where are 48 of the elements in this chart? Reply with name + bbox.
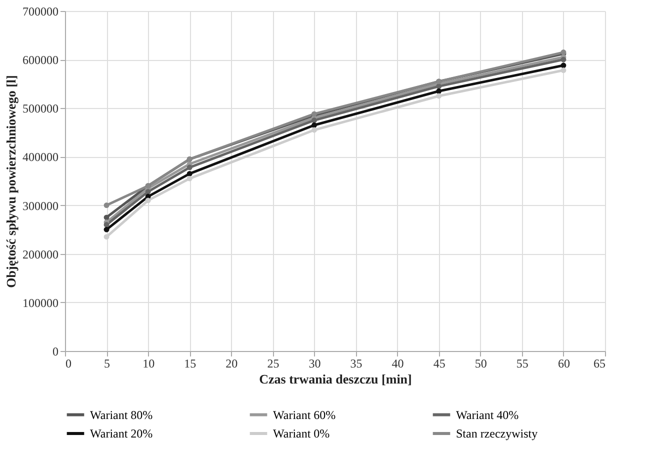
y-tick-label: 0 bbox=[52, 344, 58, 358]
point bbox=[104, 234, 110, 240]
x-tick-label: 40 bbox=[392, 356, 404, 370]
point bbox=[104, 214, 110, 220]
point bbox=[436, 84, 442, 90]
point bbox=[560, 68, 566, 73]
x-tick-label: 55 bbox=[516, 356, 528, 370]
x-tick-label: 20 bbox=[226, 356, 238, 370]
point bbox=[186, 176, 192, 182]
x-tick-label: 25 bbox=[267, 356, 280, 370]
y-tick-label: 700000 bbox=[22, 4, 58, 18]
point bbox=[560, 62, 566, 68]
point bbox=[104, 226, 110, 232]
y-axis-title: Objętość spływu powierzchniowego [l] bbox=[4, 75, 18, 288]
x-tick-label: 50 bbox=[474, 356, 487, 370]
x-tick-label: 65 bbox=[594, 356, 606, 370]
point bbox=[311, 122, 317, 128]
x-tick-label: 0 bbox=[66, 356, 72, 370]
x-tick-label: 45 bbox=[433, 356, 446, 370]
y-tick-label: 200000 bbox=[22, 247, 58, 262]
legend-label: Wariant 0% bbox=[273, 426, 330, 440]
point bbox=[436, 93, 442, 99]
point bbox=[186, 170, 192, 176]
point bbox=[186, 164, 192, 170]
x-axis-title: Czas trwania deszczu [min] bbox=[259, 372, 412, 386]
legend-label: Wariant 20% bbox=[90, 426, 153, 440]
x-tick-label: 15 bbox=[184, 356, 196, 370]
y-tick-label: 500000 bbox=[22, 102, 58, 116]
x-tick-label: 60 bbox=[558, 356, 570, 370]
legend-label: Wariant 40% bbox=[456, 408, 519, 422]
x-tick-label: 30 bbox=[308, 356, 321, 370]
point bbox=[311, 118, 317, 124]
y-tick-label: 300000 bbox=[22, 198, 58, 213]
legend-label: Stan rzeczywisty bbox=[456, 426, 538, 440]
y-tick-label: 600000 bbox=[22, 53, 58, 68]
legend-label: Wariant 80% bbox=[90, 408, 153, 422]
x-tick-label: 35 bbox=[350, 356, 362, 370]
point bbox=[311, 127, 317, 133]
point bbox=[145, 198, 151, 204]
legend-label: Wariant 60% bbox=[273, 408, 336, 422]
x-tick-label: 10 bbox=[142, 356, 155, 370]
y-tick-label: 100000 bbox=[22, 296, 58, 310]
y-tick-label: 400000 bbox=[22, 150, 58, 164]
point bbox=[145, 188, 151, 194]
point bbox=[104, 202, 110, 208]
point bbox=[436, 88, 442, 94]
point bbox=[560, 56, 566, 62]
x-tick-label: 5 bbox=[104, 356, 110, 370]
